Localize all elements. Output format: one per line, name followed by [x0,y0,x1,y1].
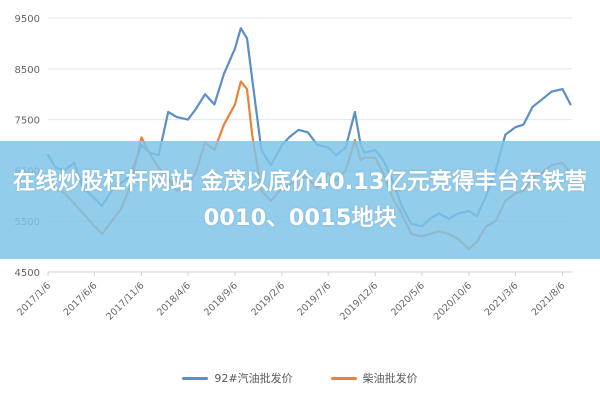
chart-legend: 92#汽油批发价 柴油批发价 [0,368,600,388]
y-tick-label: 7500 [15,116,40,127]
headline-text[interactable]: 在线炒股杠杆网站 金茂以底价40.13亿元竞得丰台东铁营0010、0015地块 [12,169,587,231]
y-tick-label: 4500 [15,268,40,279]
x-tick-label: 2018/4/6 [155,280,193,318]
legend-swatch-diesel [330,376,357,380]
y-tick-label: 9500 [15,14,40,25]
legend-swatch-gasoline [182,376,209,380]
legend-item-gasoline[interactable]: 92#汽油批发价 [182,368,293,388]
x-tick-label: 2019/2/6 [249,280,287,318]
x-tick-label: 2021/8/6 [530,280,568,318]
x-tick-label: 2018/9/6 [202,280,240,318]
x-tick-label: 2017/6/6 [62,280,100,318]
legend-item-diesel[interactable]: 柴油批发价 [330,368,418,388]
legend-label-diesel: 柴油批发价 [362,372,418,385]
x-tick-label: 2019/12/6 [338,280,380,322]
x-tick-label: 2021/3/6 [483,280,521,318]
x-tick-label: 2017/11/6 [104,280,146,322]
legend-label-gasoline: 92#汽油批发价 [214,372,293,385]
headline-banner[interactable]: 在线炒股杠杆网站 金茂以底价40.13亿元竞得丰台东铁营0010、0015地块 [0,141,600,259]
x-tick-label: 2019/7/6 [295,280,333,318]
x-tick-label: 2017/1/6 [15,280,53,318]
y-tick-label: 8500 [15,65,40,76]
x-tick-label: 2020/5/6 [389,280,427,318]
x-tick-label: 2020/10/6 [432,280,474,322]
